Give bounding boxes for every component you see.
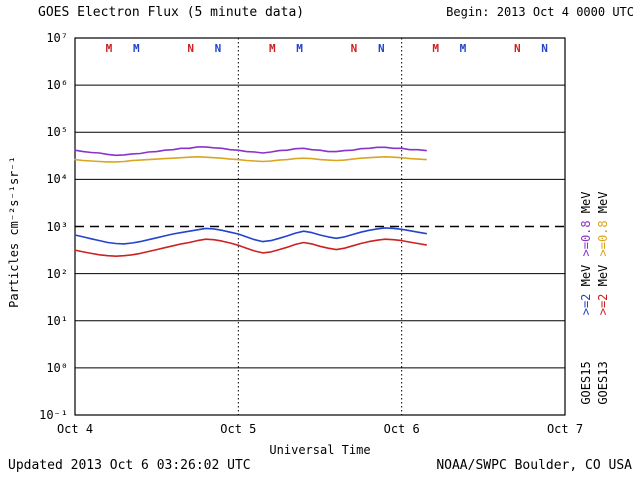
satellite-marker-goes13-n: N	[514, 42, 521, 55]
begin-label: Begin: 2013 Oct 4 0000 UTC	[446, 5, 634, 19]
x-tick-label: Oct 4	[56, 422, 94, 436]
legend-goes15-low-unit: MeV	[579, 264, 593, 287]
satellite-marker-goes15-m: M	[133, 42, 140, 55]
legend-goes13-high-unit: MeV	[596, 191, 610, 214]
y-tick-label: 10⁻¹	[39, 408, 68, 422]
legend-goes15-high-group: >=0.8 MeV	[579, 192, 593, 257]
legend-goes13-energy-high: >=0.8	[596, 220, 610, 257]
flux-curve-goes15-2-mev	[74, 227, 428, 245]
y-tick-label: 10⁰	[46, 360, 68, 375]
satellite-marker-goes15-n: N	[378, 42, 385, 55]
legend-goes13-low-group: >=2 MeV	[596, 265, 610, 316]
y-tick-label: 10⁶	[46, 78, 68, 93]
legend-goes13-satellite: GOES13	[596, 361, 610, 405]
x-tick-label: Oct 6	[383, 422, 420, 436]
legend-goes15-high-unit: MeV	[579, 191, 593, 214]
y-tick-label: 10³	[46, 219, 68, 234]
legend-goes15-energy-high: >=0.8	[579, 220, 593, 257]
satellite-marker-goes15-n: N	[541, 42, 548, 55]
legend-goes15-low-group: >=2 MeV	[579, 265, 593, 316]
satellite-marker-goes13-n: N	[187, 42, 194, 55]
satellite-marker-goes13-n: N	[351, 42, 358, 55]
flux-curve-goes13-0-8-mev	[74, 156, 428, 163]
legend-goes15-satellite: GOES15	[579, 361, 593, 405]
legend-goes13-high-group: >=0.8 MeV	[596, 192, 610, 257]
x-axis-label: Universal Time	[269, 443, 371, 457]
satellite-marker-goes13-m: M	[269, 42, 276, 55]
y-tick-label: 10²	[46, 266, 68, 281]
flux-curve-goes13-2-mev	[74, 238, 428, 258]
y-tick-label: 10⁷	[46, 31, 68, 45]
chart-title: GOES Electron Flux (5 minute data)	[38, 5, 305, 20]
source-credit: NOAA/SWPC Boulder, CO USA	[436, 458, 632, 473]
legend-goes13-energy-low: >=2	[596, 293, 610, 316]
satellite-marker-goes15-n: N	[215, 42, 222, 55]
y-tick-label: 10⁵	[46, 125, 68, 140]
x-tick-label: Oct 5	[220, 422, 257, 436]
satellite-marker-goes13-m: M	[432, 42, 439, 55]
satellite-marker-goes15-m: M	[460, 42, 467, 55]
legend-goes15-energy-low: >=2	[579, 293, 593, 316]
flux-curve-goes15-0-8-mev	[74, 146, 428, 157]
x-tick-label: Oct 7	[546, 422, 584, 436]
legend-goes13-low-unit: MeV	[596, 264, 610, 287]
y-tick-label: 10⁴	[46, 172, 68, 187]
satellite-marker-goes13-m: M	[106, 42, 113, 55]
y-tick-label: 10¹	[46, 313, 68, 328]
updated-timestamp: Updated 2013 Oct 6 03:26:02 UTC	[8, 458, 251, 473]
satellite-marker-goes15-m: M	[296, 42, 303, 55]
